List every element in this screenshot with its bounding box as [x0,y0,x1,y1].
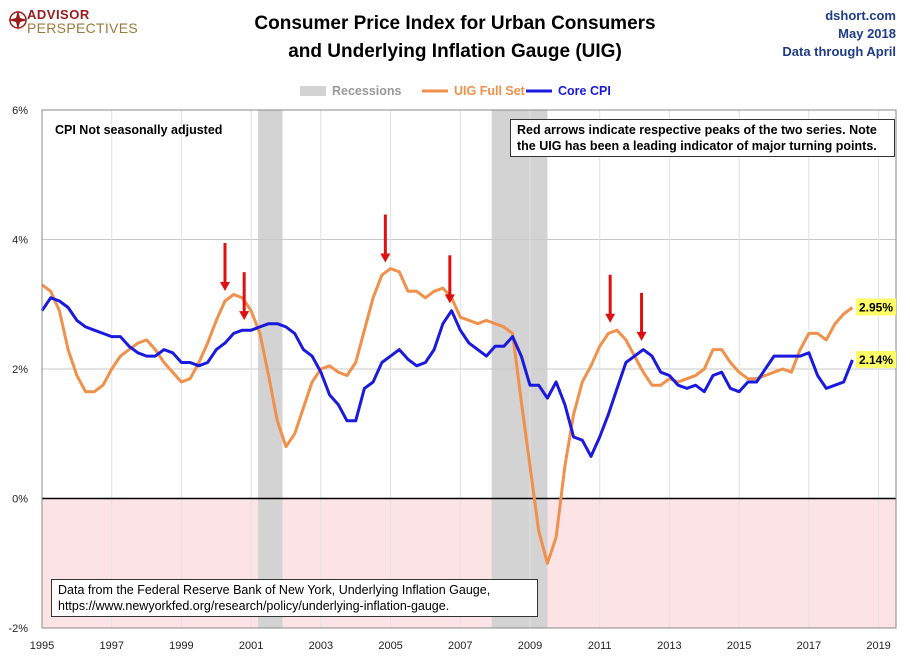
series-group [40,267,854,565]
arrows-note: Red arrows indicate respective peaks of … [510,119,895,157]
y-tick-label: 6% [12,105,28,117]
date-label: May 2018 [838,26,896,41]
title-line2: and Underlying Inflation Gauge (UIG) [288,41,622,62]
peak-arrows [220,214,647,341]
x-tick-label: 2011 [588,640,612,652]
legend-recessions-label: Recessions [332,84,402,98]
core-cpi-line [40,296,854,458]
x-tick-label: 1999 [169,640,193,652]
legend-core-cpi-label: Core CPI [558,84,611,98]
peak-arrow-head [380,253,391,263]
legend-uig-label: UIG Full Set [454,84,526,98]
x-tick-label: 2003 [309,640,333,652]
legend-core-cpi-swatch [526,89,552,93]
cpi-end-label: 2.14% [859,353,893,367]
peak-arrow-head [444,294,455,304]
x-tick-label: 2005 [378,640,402,652]
cpi-note: CPI Not seasonally adjusted [55,123,223,137]
advisor-perspectives-logo [8,10,28,30]
peak-arrow-head [636,331,647,341]
uig-line [41,267,854,565]
arrows-note-line1: Red arrows indicate respective peaks of … [517,123,877,137]
x-tick-label: 2007 [448,640,472,652]
peak-arrow-head [605,313,616,323]
cpi-end-label-box [856,350,896,368]
source-note: Data from the Federal Reserve Bank of Ne… [51,579,538,617]
x-tick-label: 2017 [797,640,821,652]
y-tick-label: 4% [12,235,28,247]
y-tick-label: 0% [12,494,28,506]
legend: Recessions UIG Full Set Core CPI [300,84,611,98]
x-tick-label: 2009 [518,640,542,652]
peak-arrow-head [220,282,230,292]
y-tick-label: 2% [12,364,28,376]
data-through-label: Data through April [782,44,896,59]
title-line1: Consumer Price Index for Urban Consumers [254,13,656,34]
site-label: dshort.com [825,8,896,23]
axes: 6% 4% 2% 0% -2%1995 1997 1999 2001 2003 2005 2007 2… [8,105,897,652]
peak-arrow-head [239,311,250,321]
x-tick-label: 2001 [239,640,263,652]
source-line1: Data from the Federal Reserve Bank of Ne… [58,583,491,597]
chart-title: Consumer Price Index for Urban Consumers… [140,10,770,66]
arrows-note-line2: the UIG has been a leading indicator of … [517,139,877,153]
x-tick-label: 2019 [866,640,890,652]
y-tick-label: -2% [8,623,28,635]
logo-line1: ADVISOR [27,7,90,22]
uig-end-label-box [856,298,896,316]
x-tick-label: 1997 [99,640,123,652]
end-labels: 2.95% 2.14% [856,298,896,368]
legend-uig-swatch [422,89,448,93]
source-line2: https://www.newyorkfed.org/research/poli… [58,599,450,613]
x-tick-label: 2015 [727,640,751,652]
logo-line2: PERSPECTIVES [27,20,138,36]
x-tick-label: 2013 [657,640,681,652]
uig-end-label: 2.95% [859,300,893,314]
legend-recessions-swatch [300,86,326,96]
x-tick-label: 1995 [30,640,54,652]
plot-border [41,109,897,629]
